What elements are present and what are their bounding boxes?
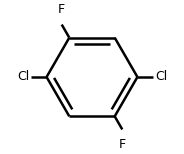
Text: Cl: Cl: [155, 71, 167, 83]
Text: Cl: Cl: [17, 71, 29, 83]
Text: F: F: [58, 3, 65, 16]
Text: F: F: [119, 138, 126, 151]
